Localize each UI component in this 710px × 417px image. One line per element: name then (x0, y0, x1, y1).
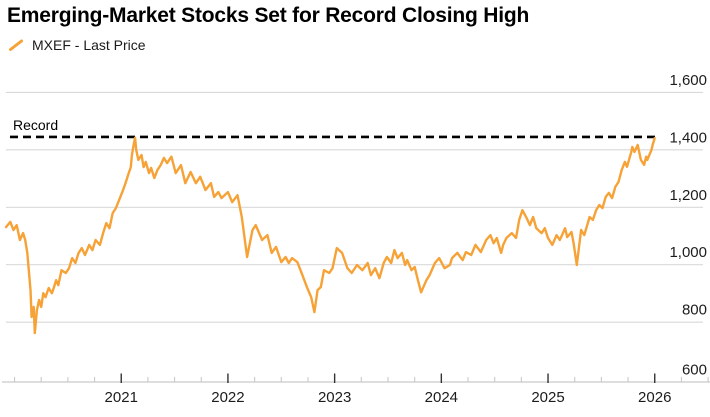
x-axis-label: 2021 (105, 389, 138, 406)
y-axis-label: 600 (682, 362, 707, 379)
x-axis-label: 2025 (531, 389, 564, 406)
y-axis-label: 800 (682, 302, 707, 319)
record-annotation-label: Record (13, 117, 59, 133)
orange-slash-icon (9, 39, 23, 51)
y-axis-label: 1,600 (669, 72, 707, 89)
x-axis-label: 2026 (638, 389, 671, 406)
y-axis-label: 1,000 (669, 244, 707, 261)
y-axis-label: 1,200 (669, 187, 707, 204)
mxef-price-line (4, 136, 656, 335)
chart-title: Emerging-Market Stocks Set for Record Cl… (7, 4, 530, 27)
y-axis-label: 1,400 (669, 129, 707, 146)
legend: MXEF - Last Price (8, 37, 146, 53)
x-axis-label: 2023 (318, 389, 351, 406)
x-axis-label: 2022 (211, 389, 244, 406)
legend-label: MXEF - Last Price (32, 37, 146, 53)
x-axis-label: 2024 (425, 389, 458, 406)
legend-swatch-line (9, 39, 23, 51)
